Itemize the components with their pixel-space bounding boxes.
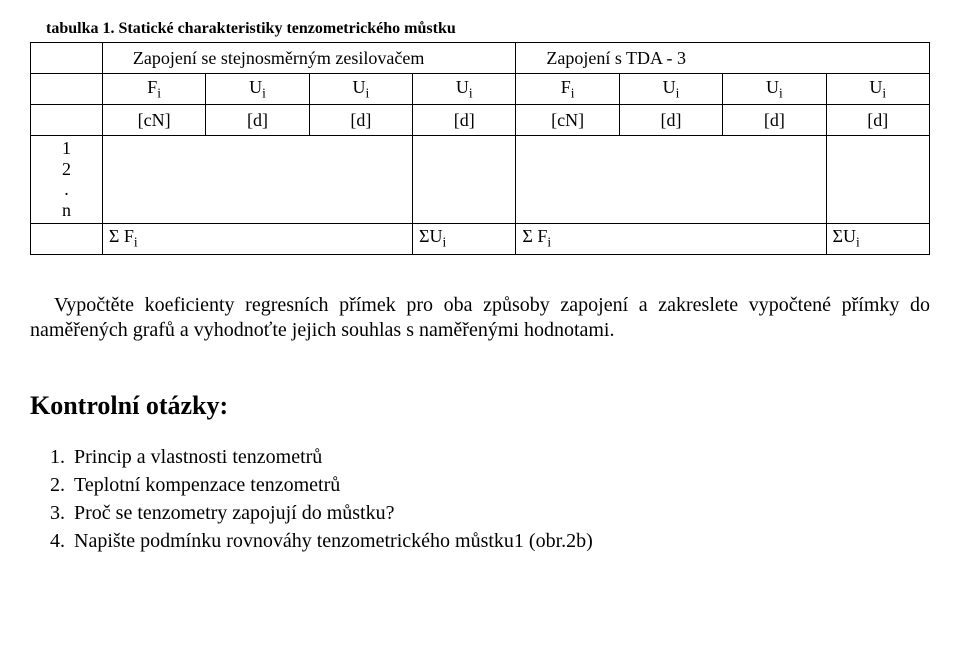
sum-f-left: Σ Fi xyxy=(102,223,412,254)
sum-row: Σ Fi ΣUi Σ Fi ΣUi xyxy=(31,223,930,254)
question-item: Napište podmínku rovnováhy tenzometrické… xyxy=(70,527,930,555)
unit-cell: [d] xyxy=(619,105,722,136)
sum-u-left: ΣUi xyxy=(413,223,516,254)
data-body-row: 1 2 . n xyxy=(31,136,930,224)
header-left: Zapojení se stejnosměrným zesilovačem xyxy=(102,43,516,74)
symbol-cell: Ui xyxy=(206,74,309,105)
symbol-cell: Fi xyxy=(102,74,205,105)
unit-cell: [d] xyxy=(826,105,929,136)
unit-cell: [cN] xyxy=(516,105,619,136)
symbol-cell: Ui xyxy=(413,74,516,105)
question-item: Princip a vlastnosti tenzometrů xyxy=(70,443,930,471)
section-heading: Kontrolní otázky: xyxy=(30,391,930,421)
symbol-row: Fi Ui Ui Ui Fi Ui Ui Ui xyxy=(31,74,930,105)
row-label: n xyxy=(31,200,102,221)
question-item: Teplotní kompenzace tenzometrů xyxy=(70,471,930,499)
symbol-cell: Ui xyxy=(826,74,929,105)
symbol-cell: Ui xyxy=(309,74,412,105)
sum-col0 xyxy=(31,223,103,254)
symbol-cell: Ui xyxy=(619,74,722,105)
unit-col0 xyxy=(31,105,103,136)
header-right: Zapojení s TDA - 3 xyxy=(516,43,930,74)
sum-f-right: Σ Fi xyxy=(516,223,826,254)
unit-cell: [d] xyxy=(309,105,412,136)
data-cell xyxy=(826,136,929,224)
data-table: Zapojení se stejnosměrným zesilovačem Za… xyxy=(30,42,930,255)
data-cell xyxy=(413,136,516,224)
header-blank xyxy=(31,43,103,74)
unit-row: [cN] [d] [d] [d] [cN] [d] [d] [d] xyxy=(31,105,930,136)
row-label: . xyxy=(31,179,102,200)
body-paragraph: Vypočtěte koeficienty regresních přímek … xyxy=(30,293,930,343)
unit-cell: [cN] xyxy=(102,105,205,136)
row-label: 2 xyxy=(31,159,102,180)
table-caption: tabulka 1. Statické charakteristiky tenz… xyxy=(46,20,930,38)
row-label: 1 xyxy=(31,138,102,159)
unit-cell: [d] xyxy=(723,105,826,136)
symbol-cell: Fi xyxy=(516,74,619,105)
data-cell xyxy=(516,136,826,224)
sum-u-right: ΣUi xyxy=(826,223,929,254)
question-item: Proč se tenzometry zapojují do můstku? xyxy=(70,499,930,527)
data-cell xyxy=(102,136,412,224)
symbol-col0 xyxy=(31,74,103,105)
questions-list: Princip a vlastnosti tenzometrů Teplotní… xyxy=(70,443,930,555)
unit-cell: [d] xyxy=(413,105,516,136)
unit-cell: [d] xyxy=(206,105,309,136)
symbol-cell: Ui xyxy=(723,74,826,105)
row-labels: 1 2 . n xyxy=(31,136,103,224)
